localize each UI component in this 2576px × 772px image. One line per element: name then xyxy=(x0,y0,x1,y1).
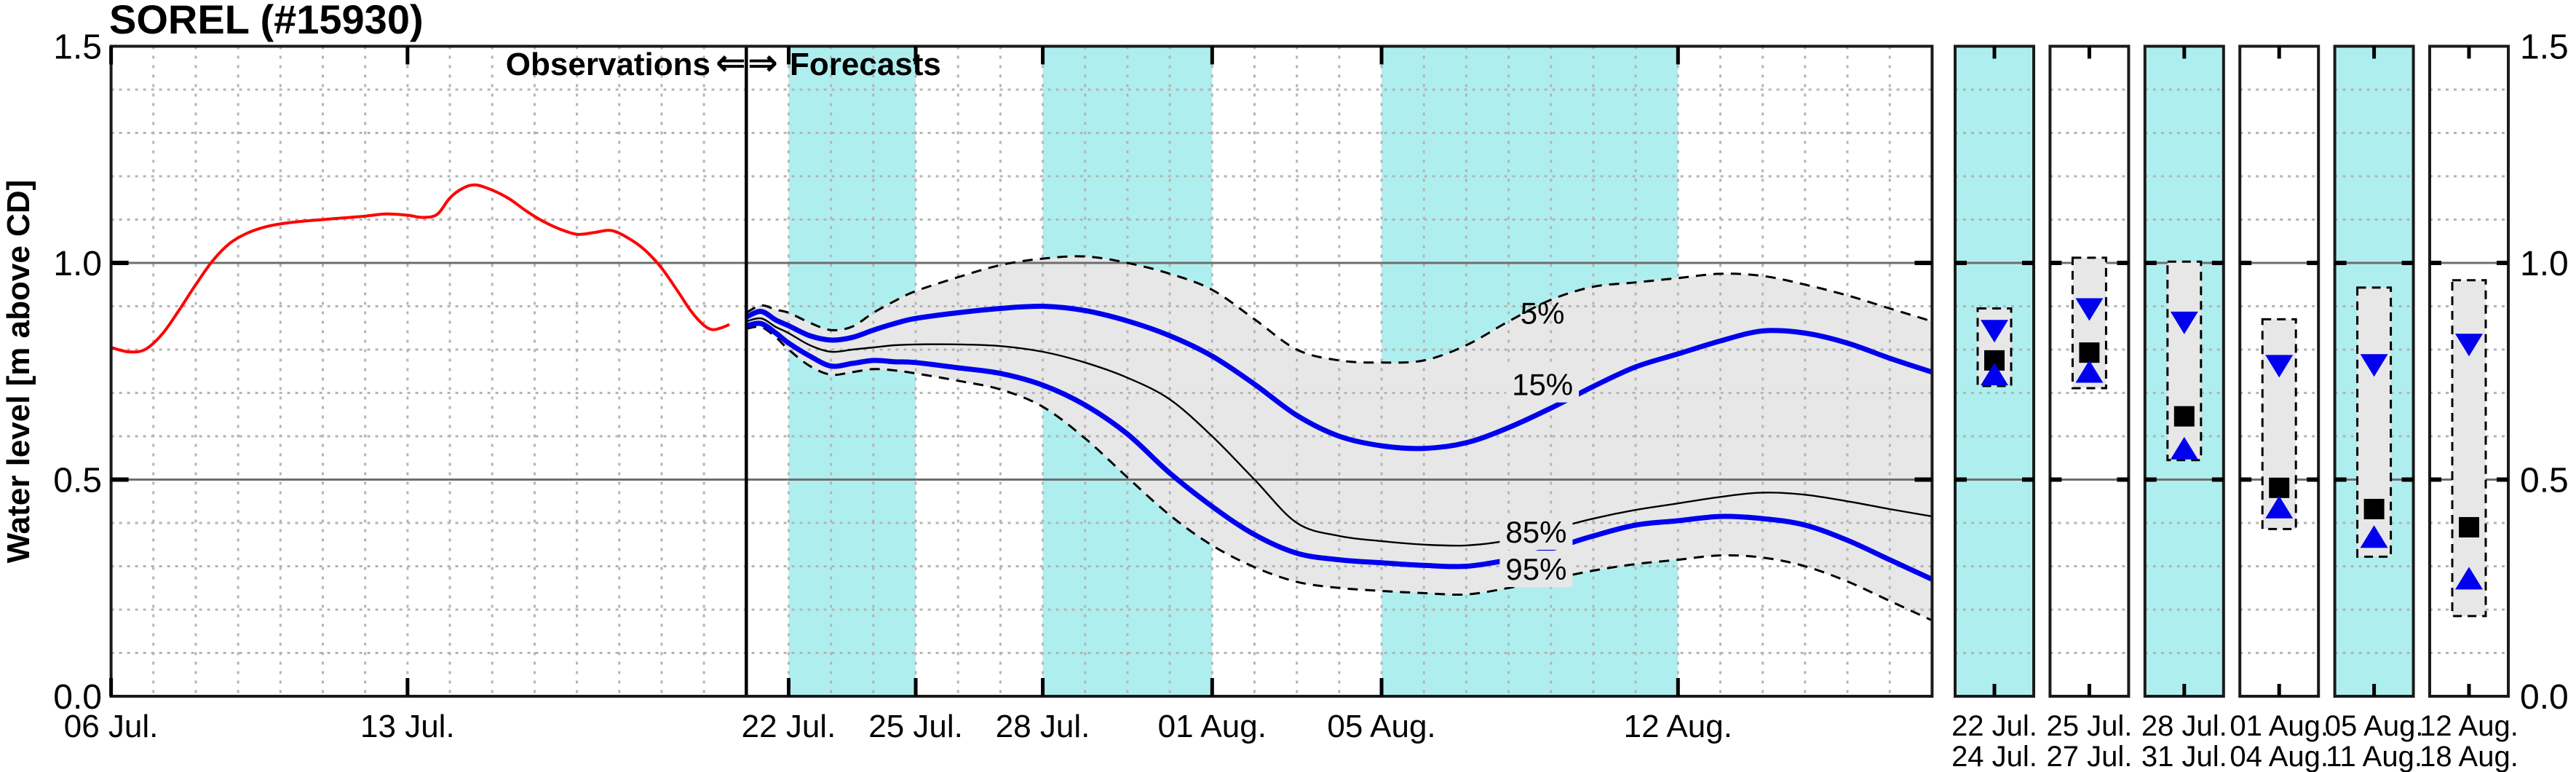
p50-square-marker xyxy=(2459,516,2479,537)
panel-date-label-bottom: 04 Aug. xyxy=(2230,741,2329,772)
panel-date-label-bottom: 24 Jul. xyxy=(1951,741,2037,772)
p85-triangle-up-marker xyxy=(2075,360,2104,383)
p50-square-marker xyxy=(2079,342,2100,363)
percentile-label-5: 5% xyxy=(1521,296,1565,330)
left-arrow-icon: ⇐ xyxy=(716,42,746,83)
observations-label: Observations xyxy=(506,47,710,82)
observed-curve xyxy=(111,183,730,354)
panel-date-label-top: 05 Aug. xyxy=(2325,710,2424,742)
percentile-label-bg xyxy=(1506,366,1580,403)
panel-date-label-bottom: 18 Aug. xyxy=(2420,741,2518,772)
y-tick-label-left: 1.0 xyxy=(53,245,102,283)
panel-date-label-top: 25 Jul. xyxy=(2046,710,2132,742)
percentile-curve-95 xyxy=(746,326,1933,622)
y-tick-label-left: 0.5 xyxy=(53,462,102,500)
y-axis-title: Water level [m above CD] xyxy=(1,180,36,564)
p15-triangle-down-marker xyxy=(2265,355,2294,378)
p15-triangle-down-marker xyxy=(2455,334,2483,357)
forecast-window-panels xyxy=(1954,44,2510,698)
p50-square-marker xyxy=(2363,498,2385,519)
p85-triangle-up-marker xyxy=(1981,363,2008,386)
chart-title: SOREL (#15930) xyxy=(109,0,424,42)
y-tick-label-right: 1.5 xyxy=(2520,28,2569,67)
x-tick-label: 06 Jul. xyxy=(64,709,159,744)
forecast-window-panel xyxy=(1954,44,2035,698)
panel-date-label-top: 12 Aug. xyxy=(2420,710,2518,742)
y-tick-label-right: 0.0 xyxy=(2520,678,2569,717)
y-tick-label-right: 1.0 xyxy=(2520,245,2569,283)
x-tick-label: 22 Jul. xyxy=(742,709,836,744)
main-plot xyxy=(109,44,1934,698)
y-tick-label-left: 0.0 xyxy=(53,678,102,717)
p15-triangle-down-marker xyxy=(2075,298,2104,321)
forecast-window-panel xyxy=(2428,44,2510,698)
forecasts-label: Forecasts xyxy=(790,47,941,82)
x-tick-label: 25 Jul. xyxy=(868,709,963,744)
panel-date-label-top: 28 Jul. xyxy=(2141,710,2227,742)
median-curve xyxy=(746,317,1933,547)
percentile-label-15: 15% xyxy=(1512,368,1573,402)
panel-date-label-top: 01 Aug. xyxy=(2230,710,2329,742)
percentile-curve-15 xyxy=(745,303,1933,452)
p50-square-marker xyxy=(2173,406,2195,427)
p85-triangle-up-marker xyxy=(2360,525,2388,548)
percentile-label-bg xyxy=(1499,513,1573,550)
x-tick-label: 05 Aug. xyxy=(1327,709,1435,744)
percentile-label-85: 85% xyxy=(1505,515,1566,549)
right-arrow-icon: ⇒ xyxy=(748,42,778,83)
x-tick-label: 01 Aug. xyxy=(1158,709,1267,744)
forecast-window-panel xyxy=(2238,44,2321,698)
p85-triangle-up-marker xyxy=(2170,436,2198,460)
p15-triangle-down-marker xyxy=(1981,320,2008,343)
p50-square-marker xyxy=(2269,477,2290,498)
y-tick-label-left: 1.5 xyxy=(53,28,102,67)
x-tick-label: 13 Jul. xyxy=(360,709,455,744)
p15-triangle-down-marker xyxy=(2360,354,2388,377)
percentile-curve-85 xyxy=(745,320,1933,582)
panel-range-box xyxy=(2451,279,2487,618)
panel-date-label-bottom: 27 Jul. xyxy=(2046,741,2132,772)
p15-triangle-down-marker xyxy=(2170,311,2198,334)
panel-date-label-bottom: 11 Aug. xyxy=(2326,741,2422,772)
p85-triangle-up-marker xyxy=(2265,495,2294,519)
y-tick-label-right: 0.5 xyxy=(2520,462,2569,500)
x-tick-label: 28 Jul. xyxy=(996,709,1090,744)
panel-date-label-bottom: 31 Jul. xyxy=(2141,741,2227,772)
percentile-label-bg xyxy=(1499,551,1573,588)
forecast-window-panel xyxy=(2048,44,2131,698)
forecast-window-panel xyxy=(2333,44,2415,698)
p85-triangle-up-marker xyxy=(2455,567,2483,590)
percentile-curve-5 xyxy=(745,255,1933,364)
panel-range-box xyxy=(2166,260,2203,462)
panel-date-label-top: 22 Jul. xyxy=(1951,710,2037,742)
forecast-window-panel xyxy=(2143,44,2225,698)
percentile-label-95: 95% xyxy=(1505,552,1566,586)
plot-frame xyxy=(109,44,1934,698)
x-tick-label: 12 Aug. xyxy=(1624,709,1732,744)
